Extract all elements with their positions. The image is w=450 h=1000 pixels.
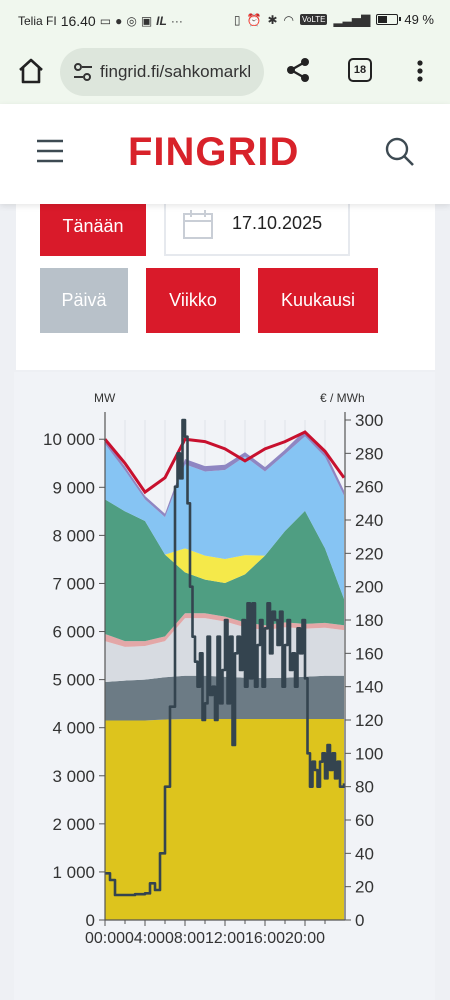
right-tick-label: 100 bbox=[355, 744, 383, 763]
address-bar[interactable]: fingrid.fi/sahkomarkl bbox=[60, 48, 264, 96]
electricity-chart[interactable]: MW € / MWh 0 1 000 2 000 3 000 4 000 5 000 6 000… bbox=[14, 372, 435, 1000]
right-tick-label: 80 bbox=[355, 778, 374, 797]
site-search-button[interactable] bbox=[384, 136, 416, 173]
right-tick-label: 300 bbox=[355, 411, 383, 430]
carrier-label: Telia FI bbox=[18, 14, 57, 28]
left-tick-label: 7 000 bbox=[52, 574, 95, 593]
x-tick-label: 04:00 bbox=[125, 930, 165, 947]
volte-icon: VoLTE bbox=[300, 14, 328, 25]
left-tick-label: 4 000 bbox=[52, 719, 95, 738]
period-tab-month[interactable]: Kuukausi bbox=[258, 268, 378, 333]
price-line bbox=[105, 418, 346, 897]
chart-panel: MW € / MWh 0 1 000 2 000 3 000 4 000 5 000 6 000… bbox=[14, 372, 435, 1000]
nav-menu-button[interactable] bbox=[36, 138, 64, 169]
left-tick-label: 0 bbox=[86, 911, 95, 930]
instagram-icon: ◎ bbox=[126, 14, 137, 28]
left-tick-label: 5 000 bbox=[52, 671, 95, 690]
period-tab-week[interactable]: Viikko bbox=[146, 268, 240, 333]
left-tick-label: 10 000 bbox=[43, 430, 95, 449]
right-tick-label: 0 bbox=[355, 911, 364, 930]
browser-menu-button[interactable] bbox=[410, 56, 430, 86]
url-text: fingrid.fi/sahkomarkl bbox=[100, 62, 252, 81]
tab-switcher-button[interactable]: 18 bbox=[348, 58, 372, 82]
x-tick-label: 08:00 bbox=[165, 930, 205, 947]
left-tick-label: 2 000 bbox=[52, 815, 95, 834]
area-series-6 bbox=[105, 436, 344, 599]
clock: 16.40 bbox=[60, 13, 96, 29]
x-tick-label: 20:00 bbox=[285, 930, 325, 947]
calendar-icon bbox=[183, 210, 213, 239]
site-logo[interactable]: FINGRID bbox=[128, 130, 300, 174]
x-tick-label: 00:00 bbox=[85, 930, 125, 947]
search-icon bbox=[385, 137, 414, 166]
app-icon: IL bbox=[156, 14, 167, 28]
battery-level: 49 % bbox=[404, 12, 434, 27]
area-series-5 bbox=[105, 499, 344, 599]
browser-toolbar: fingrid.fi/sahkomarkl 18 bbox=[0, 40, 450, 104]
left-tick-label: 6 000 bbox=[52, 623, 95, 642]
left-axis-unit: MW bbox=[94, 391, 116, 405]
right-tick-label: 160 bbox=[355, 644, 383, 663]
right-tick-label: 60 bbox=[355, 811, 374, 830]
right-tick-label: 220 bbox=[355, 544, 383, 563]
area-series-7 bbox=[105, 430, 344, 518]
message-icon: ▭ bbox=[99, 14, 112, 28]
wifi-icon: ◠ bbox=[283, 12, 295, 27]
right-tick-label: 120 bbox=[355, 711, 383, 730]
right-axis-unit: € / MWh bbox=[320, 391, 365, 405]
date-value: 17.10.2025 bbox=[232, 213, 323, 233]
more-icon: ··· bbox=[170, 14, 183, 28]
right-tick-label: 40 bbox=[355, 844, 374, 863]
site-settings-icon[interactable] bbox=[72, 62, 94, 82]
right-tick-label: 260 bbox=[355, 478, 383, 497]
x-tick-label: 16:00 bbox=[245, 930, 285, 947]
battery-icon bbox=[376, 14, 402, 25]
date-picker[interactable]: 17.10.2025 bbox=[164, 204, 350, 256]
period-tab-day[interactable]: Päivä bbox=[40, 268, 128, 333]
alarm-icon: ⏰ bbox=[246, 12, 262, 27]
bluetooth-icon: ✱ bbox=[267, 12, 278, 27]
right-tick-label: 180 bbox=[355, 611, 383, 630]
home-button[interactable] bbox=[16, 56, 46, 86]
right-tick-label: 240 bbox=[355, 511, 383, 530]
left-tick-label: 3 000 bbox=[52, 767, 95, 786]
signal-icon: ▂▃▅▇ bbox=[333, 12, 371, 27]
area-series-3 bbox=[105, 613, 344, 647]
nfc-icon: ▯ bbox=[233, 12, 241, 27]
area-series-0 bbox=[105, 719, 344, 920]
site-header bbox=[0, 104, 450, 204]
share-icon bbox=[287, 58, 309, 82]
more-vert-icon bbox=[417, 60, 423, 82]
home-icon bbox=[19, 58, 43, 84]
hamburger-icon bbox=[37, 139, 63, 163]
right-tick-label: 140 bbox=[355, 678, 383, 697]
today-button[interactable]: Tänään bbox=[40, 204, 146, 256]
consumption-line bbox=[103, 430, 346, 495]
calendar-icon: ▣ bbox=[140, 14, 153, 28]
left-tick-label: 9 000 bbox=[52, 478, 95, 497]
x-tick-label: 12:00 bbox=[205, 930, 245, 947]
area-series-4 bbox=[105, 499, 344, 642]
right-tick-label: 20 bbox=[355, 878, 374, 897]
facebook-icon: ● bbox=[115, 14, 123, 28]
left-tick-label: 8 000 bbox=[52, 526, 95, 545]
share-button[interactable] bbox=[284, 56, 312, 84]
status-bar: Telia FI 16.40 ▭ ● ◎ ▣ IL ··· ▯ ⏰ ✱ ◠ Vo… bbox=[0, 0, 450, 40]
right-tick-label: 280 bbox=[355, 444, 383, 463]
right-tick-label: 200 bbox=[355, 578, 383, 597]
left-tick-label: 1 000 bbox=[52, 863, 95, 882]
